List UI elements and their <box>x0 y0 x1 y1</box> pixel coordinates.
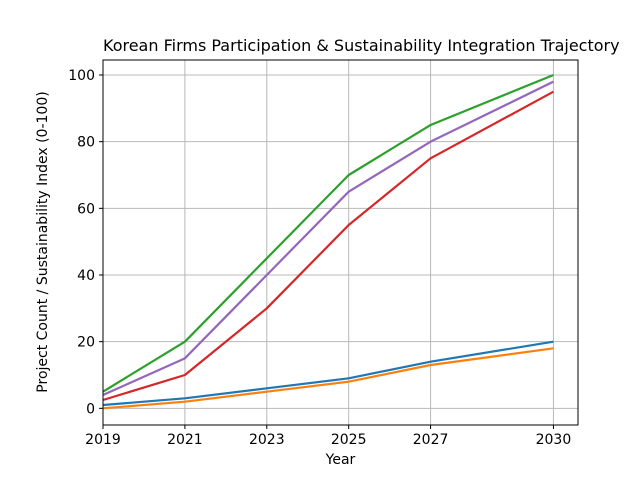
x-tick-label: 2021 <box>167 432 203 448</box>
y-tick-label: 60 <box>77 201 95 217</box>
y-tick-label: 40 <box>77 268 95 284</box>
y-tick-label: 100 <box>68 68 95 84</box>
x-tick-label: 2030 <box>536 432 572 448</box>
series-line-blue <box>102 340 554 407</box>
x-tick-label: 2023 <box>249 432 285 448</box>
x-tick-label: 2019 <box>85 432 121 448</box>
series-line-red <box>102 90 554 402</box>
x-tick-label: 2025 <box>331 432 367 448</box>
plot-border <box>102 59 579 426</box>
chart-title: Korean Firms Participation & Sustainabil… <box>103 36 620 55</box>
x-tick-label: 2027 <box>413 432 449 448</box>
y-tick-label: 80 <box>77 135 95 151</box>
y-tick-label: 0 <box>86 401 95 417</box>
y-tick-label: 20 <box>77 335 95 351</box>
series-line-purple <box>102 80 554 397</box>
series-line-orange <box>102 347 554 410</box>
x-axis-label: Year <box>325 452 356 468</box>
series-line-green <box>102 73 554 393</box>
